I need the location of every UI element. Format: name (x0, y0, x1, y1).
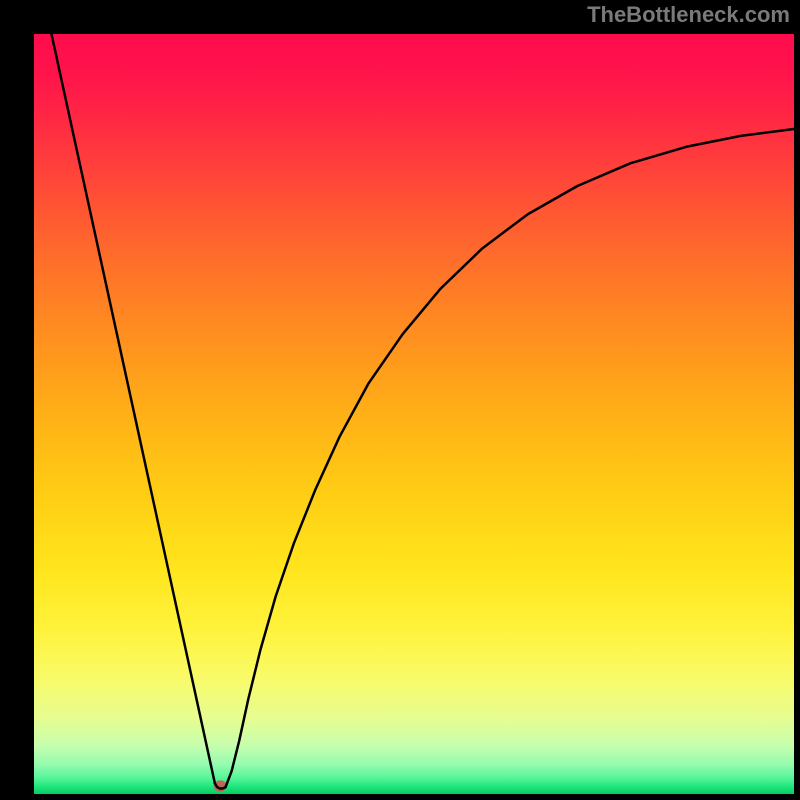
plot-frame (34, 34, 794, 794)
plot-area (34, 34, 794, 794)
figure-container: TheBottleneck.com (0, 0, 800, 800)
attribution-text: TheBottleneck.com (587, 2, 790, 28)
curve-layer (34, 34, 794, 794)
